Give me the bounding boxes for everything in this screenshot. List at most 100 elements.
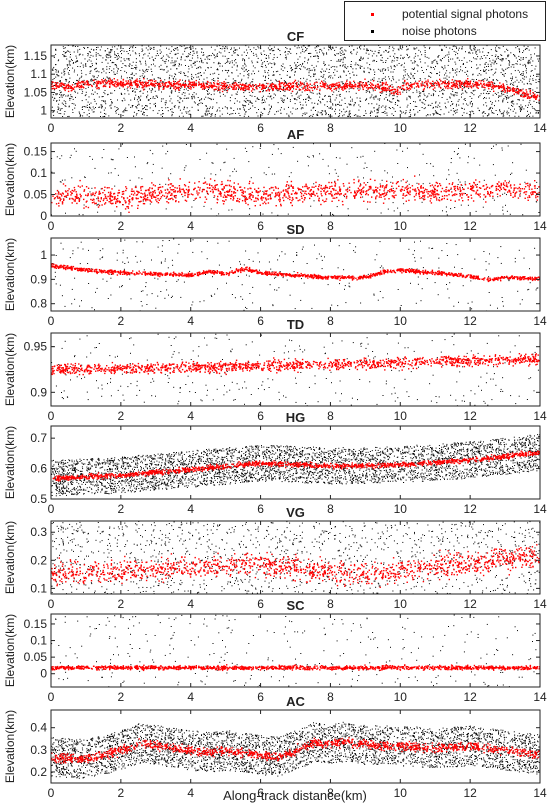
noise-photon (115, 65, 117, 67)
noise-photon (91, 78, 93, 80)
noise-photon (521, 81, 523, 83)
signal-photon (308, 192, 310, 195)
noise-photon (384, 70, 386, 71)
noise-photon (486, 78, 488, 80)
noise-photon (252, 70, 254, 72)
noise-photon (446, 54, 448, 56)
noise-photon (420, 79, 422, 81)
signal-photon (455, 85, 457, 87)
noise-photon (174, 54, 176, 56)
noise-photon (264, 108, 266, 110)
noise-photon (221, 65, 223, 67)
signal-photon (353, 87, 355, 90)
noise-photon (531, 95, 533, 97)
noise-photon (173, 106, 175, 108)
noise-photon (142, 92, 144, 94)
noise-photon (249, 101, 251, 103)
signal-photon (498, 86, 501, 89)
signal-photon (150, 84, 153, 86)
noise-photon (52, 68, 54, 70)
noise-photon (472, 74, 474, 76)
noise-photon (61, 76, 63, 78)
noise-photon (174, 73, 176, 75)
noise-photon (64, 83, 66, 84)
noise-photon (428, 57, 430, 59)
noise-photon (58, 107, 60, 109)
noise-photon (124, 70, 126, 72)
noise-photon (445, 107, 447, 109)
noise-photon (55, 94, 57, 96)
noise-photon (509, 88, 511, 90)
noise-photon (330, 96, 331, 98)
noise-photon (309, 52, 310, 54)
noise-photon (53, 111, 55, 113)
noise-photon (166, 54, 168, 56)
noise-photon (403, 77, 405, 79)
noise-photon (300, 68, 302, 70)
noise-photon (55, 93, 57, 95)
noise-photon (492, 107, 493, 109)
signal-photon (116, 83, 118, 86)
signal-photon (310, 87, 312, 89)
signal-photon (509, 89, 511, 92)
noise-photon (393, 98, 395, 100)
noise-photon (531, 65, 533, 66)
noise-photon (527, 83, 529, 85)
noise-photon (435, 101, 437, 103)
noise-photon (71, 60, 73, 61)
signal-photon (308, 86, 311, 88)
signal-photon (447, 87, 449, 90)
noise-photon (219, 92, 221, 94)
noise-photon (66, 65, 68, 67)
signal-photon (52, 85, 54, 87)
signal-photon (85, 80, 88, 83)
noise-photon (461, 60, 463, 61)
noise-photon (512, 110, 514, 112)
signal-photon (242, 88, 244, 90)
noise-photon (340, 55, 342, 56)
noise-photon (188, 68, 190, 70)
noise-photon (385, 96, 387, 98)
signal-photon (87, 83, 89, 86)
noise-photon (133, 74, 135, 76)
noise-photon (252, 92, 254, 93)
noise-photon (168, 48, 170, 50)
noise-photon (328, 75, 330, 77)
noise-photon (348, 91, 350, 93)
signal-photon (447, 82, 449, 85)
noise-photon (297, 108, 298, 110)
noise-photon (493, 82, 495, 84)
noise-photon (182, 53, 184, 55)
noise-photon (479, 110, 480, 112)
signal-photon (335, 88, 338, 90)
noise-photon (387, 67, 389, 69)
noise-photon (486, 55, 488, 56)
noise-photon (68, 81, 70, 82)
noise-photon (334, 54, 335, 56)
noise-photon (308, 96, 310, 98)
noise-photon (500, 72, 502, 74)
noise-photon (448, 76, 450, 78)
noise-photon (217, 88, 219, 90)
noise-photon (461, 84, 462, 86)
noise-photon (160, 51, 162, 53)
noise-photon (141, 48, 143, 50)
signal-photon (519, 188, 521, 190)
noise-photon (175, 64, 176, 66)
noise-photon (297, 45, 299, 47)
signal-photon (351, 84, 353, 86)
noise-photon (219, 45, 221, 47)
noise-photon (350, 103, 351, 105)
signal-photon (518, 93, 520, 95)
signal-photon (98, 81, 100, 83)
noise-photon (525, 169, 527, 171)
noise-photon (197, 104, 198, 106)
signal-photon (105, 82, 108, 85)
noise-photon (410, 72, 412, 74)
signal-photon (455, 81, 458, 83)
noise-photon (234, 49, 236, 51)
signal-photon (500, 84, 503, 87)
noise-photon (171, 102, 173, 104)
noise-photon (475, 51, 477, 53)
noise-photon (60, 95, 62, 97)
